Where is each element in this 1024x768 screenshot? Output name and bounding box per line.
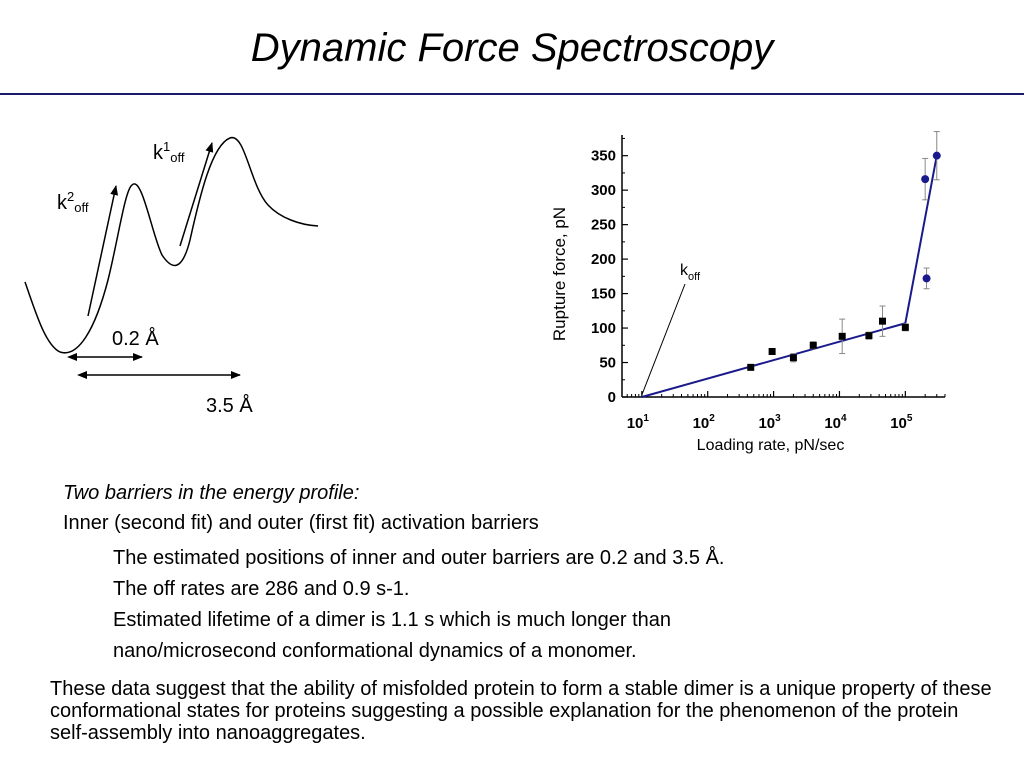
y-tick-label: 150 (591, 286, 616, 303)
x-tick-label: 101 (627, 413, 650, 432)
k2-arrow (87, 185, 119, 317)
data-point-square (789, 354, 797, 362)
data-point-circle (921, 175, 930, 184)
x-axis-label: Loading rate, pN/sec (697, 437, 845, 454)
k1-off-label: k1off (153, 139, 185, 165)
x-tick-label: 104 (824, 413, 847, 432)
koff-annotation: koff (680, 262, 701, 283)
data-point-square (768, 347, 776, 355)
text-line1: Inner (second fit) and outer (first fit)… (63, 512, 539, 534)
inner-distance-label: 0.2 Å (112, 328, 159, 350)
fit-line (904, 155, 938, 324)
data-point-square (809, 341, 817, 349)
x-tick-label: 105 (890, 413, 913, 432)
data-point-square (747, 363, 755, 371)
data-point-square (901, 323, 909, 331)
data-point-square (838, 332, 846, 340)
k1-arrow (179, 142, 214, 247)
outer-distance-label: 3.5 Å (206, 395, 253, 417)
data-point-square (878, 317, 886, 325)
y-tick-label: 50 (599, 355, 616, 372)
data-point-circle (932, 151, 941, 160)
x-tick-label: 103 (758, 413, 781, 432)
text-heading: Two barriers in the energy profile: (63, 482, 360, 504)
fit-line (641, 322, 906, 398)
k2-off-label: k2off (57, 189, 89, 215)
koff-pointer-line (641, 283, 686, 396)
data-point-square (865, 332, 873, 340)
x-tick-label: 102 (693, 413, 716, 432)
bullet-line: Estimated lifetime of a dimer is 1.1 s w… (113, 609, 672, 631)
y-tick-label: 350 (591, 148, 616, 165)
bullet-line: The estimated positions of inner and out… (113, 547, 725, 569)
bullet-line: nano/microsecond conformational dynamics… (113, 640, 637, 662)
y-tick-label: 300 (591, 182, 616, 199)
y-tick-label: 200 (591, 251, 616, 268)
y-tick-label: 100 (591, 320, 616, 337)
data-point-circle (922, 274, 931, 283)
energy-curve (24, 137, 319, 354)
slide-title: Dynamic Force Spectroscopy (250, 26, 774, 70)
conclusion-paragraph: These data suggest that the ability of m… (50, 678, 992, 744)
title-divider (0, 93, 1024, 95)
y-tick-label: 0 (608, 389, 616, 406)
bullet-line: The off rates are 286 and 0.9 s-1. (113, 578, 410, 600)
y-tick-label: 250 (591, 217, 616, 234)
y-axis-label: Rupture force, pN (550, 207, 569, 341)
